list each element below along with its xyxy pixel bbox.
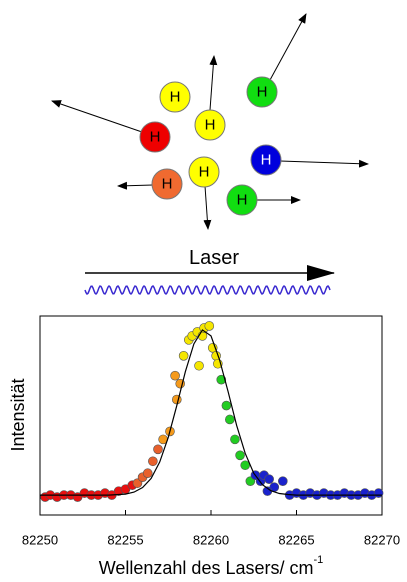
x-tick-label: 82265 (278, 533, 314, 548)
atom: H (227, 185, 257, 215)
data-point (222, 401, 231, 410)
data-point (278, 477, 287, 486)
arrow (205, 186, 208, 229)
laser-wave (85, 286, 330, 294)
x-tick-label: 82270 (364, 533, 400, 548)
laser-label: Laser (189, 247, 239, 269)
arrow (118, 185, 153, 186)
data-point (265, 475, 274, 484)
data-point (143, 469, 152, 478)
atom: H (247, 77, 277, 107)
arrow (270, 14, 306, 80)
x-axis-label-text: Wellenzahl des Lasers/ cm (99, 558, 314, 578)
x-axis-label: Wellenzahl des Lasers/ cm-1 (99, 554, 324, 578)
arrow (280, 161, 368, 164)
atom-label: H (162, 176, 173, 193)
atom-label: H (237, 192, 248, 209)
atom-label: H (205, 117, 216, 134)
atom: H (195, 110, 225, 140)
fit-line (40, 330, 382, 495)
atom-label: H (199, 164, 210, 181)
data-point (179, 351, 188, 360)
atom: H (140, 122, 170, 152)
x-tick-label: 82250 (22, 533, 58, 548)
atom: H (189, 157, 219, 187)
data-point (171, 371, 180, 380)
data-point (148, 457, 157, 466)
figure: H H H H H H H H Laser Intensität Wellenz… (0, 0, 407, 582)
atom-label: H (170, 89, 181, 106)
data-point (205, 321, 214, 330)
data-point (195, 361, 204, 370)
atom: H (160, 82, 190, 112)
arrow (210, 56, 214, 110)
data-point (153, 445, 162, 454)
atom-label: H (257, 84, 268, 101)
y-axis-label: Intensität (8, 378, 28, 451)
atom-label: H (261, 152, 272, 169)
data-point (236, 451, 245, 460)
atom: H (152, 169, 182, 199)
data-point (225, 415, 234, 424)
chart: Intensität Wellenzahl des Lasers/ cm-1 8… (8, 316, 400, 578)
data-point (230, 435, 239, 444)
data-point (374, 489, 383, 498)
x-tick-label: 82260 (193, 533, 229, 548)
x-tick-label: 82255 (107, 533, 143, 548)
x-axis-label-superscript: -1 (313, 554, 323, 566)
arrow (52, 101, 142, 132)
data-point (172, 395, 181, 404)
atom-label: H (150, 129, 161, 146)
atom: H (251, 145, 281, 175)
diagram: H H H H H H H H Laser (52, 14, 368, 294)
